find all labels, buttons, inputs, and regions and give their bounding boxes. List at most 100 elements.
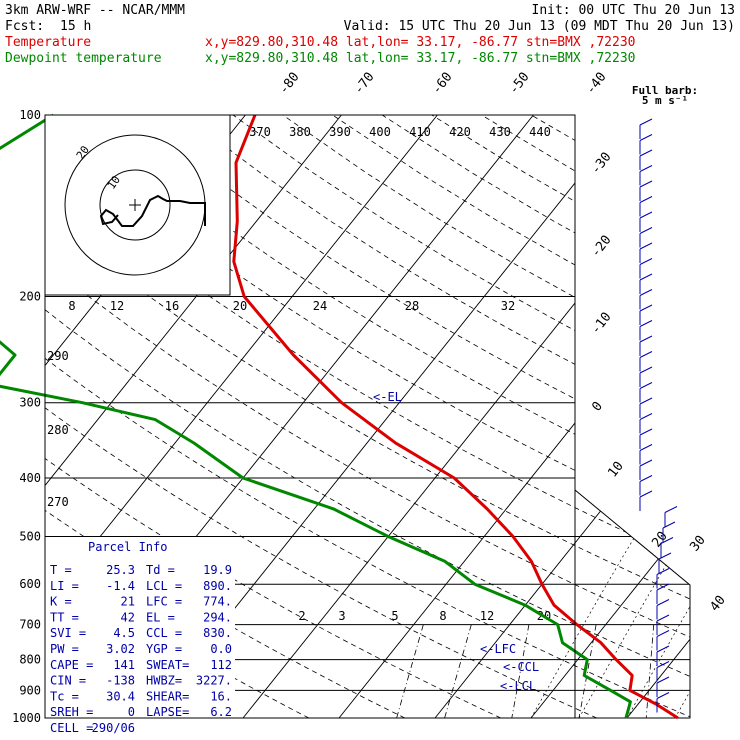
legend-temperature: Temperature xyxy=(5,35,91,50)
pressure-label-900: 900 xyxy=(19,683,41,697)
dewpoint-profile xyxy=(0,113,632,719)
theta-label: 390 xyxy=(329,125,351,139)
parcel-info-value: 4.5 xyxy=(113,626,135,640)
wind-barb-flag xyxy=(639,397,653,405)
hodograph-speed-label: 16 xyxy=(165,299,179,313)
hodograph-speed-label: 28 xyxy=(405,299,419,313)
moist-adiabat xyxy=(578,309,690,718)
wind-barb-flag xyxy=(639,289,653,296)
dry-adiabat xyxy=(183,115,690,718)
mixing-ratio-label: 5 xyxy=(391,609,398,623)
fcst-label: Fcst: xyxy=(5,19,44,34)
hodograph-trace xyxy=(99,194,206,227)
parcel-info-value: -138 xyxy=(106,674,135,688)
dry-adiabat xyxy=(45,115,690,718)
wind-barb-flag xyxy=(639,490,653,498)
wind-barb-flag xyxy=(639,211,653,219)
parcel-info-value: 3227. xyxy=(196,674,232,688)
pressure-label-600: 600 xyxy=(19,577,41,591)
hodograph-ring-label-20: 20 xyxy=(74,143,92,161)
parcel-info-rows: T = 25.3 Td = 19.9 LI = -1.4 LCL = 890. K = 21 LFC… xyxy=(50,563,232,735)
parcel-info-value: 141 xyxy=(113,658,135,672)
wind-barb-flag xyxy=(656,676,670,684)
wind-barb-flag xyxy=(664,506,678,513)
parcel-info-value: 774. xyxy=(203,595,232,609)
wind-barb-flag xyxy=(639,149,653,157)
wind-barb-flag xyxy=(656,661,670,668)
parcel-info-label: CIN = xyxy=(50,674,86,688)
parcel-level-annotation: <-CCL xyxy=(503,660,539,674)
wind-barb-flag xyxy=(639,320,653,327)
wind-barb-flag xyxy=(639,242,653,250)
parcel-info-value: 42 xyxy=(121,610,135,624)
wind-barb-flag xyxy=(639,304,653,312)
wind-barb-flag xyxy=(656,568,670,575)
dry-adiabat xyxy=(45,115,690,718)
hodograph-speed-label: 24 xyxy=(313,299,327,313)
mixing-ratio-label: 8 xyxy=(439,609,446,623)
parcel-info-value: 290/06 xyxy=(92,721,135,735)
theta-label: 430 xyxy=(489,125,511,139)
hodograph-speed-label: 12 xyxy=(110,299,124,313)
wind-barb-flag xyxy=(639,444,653,451)
hodograph-speed-label: 8 xyxy=(68,299,75,313)
parcel-info-label: LAPSE= xyxy=(146,705,189,719)
wind-barb-flag xyxy=(639,227,653,234)
parcel-info-label: SHEAR= xyxy=(146,689,189,703)
mixing-ratio-label: 12 xyxy=(480,609,494,623)
parcel-info-value: 0.0 xyxy=(210,642,232,656)
legend-dewpoint-info: x,y=829.80,310.48 lat,lon= 33.17, -86.77… xyxy=(205,51,635,66)
parcel-info-value: 30.4 xyxy=(106,689,135,703)
wind-barb-flag xyxy=(639,335,653,343)
wind-barb-flag xyxy=(639,459,653,467)
mixing-ratio-line xyxy=(645,624,655,718)
dry-adiabat-label: 280 xyxy=(47,423,69,437)
legend-temperature-info: x,y=829.80,310.48 lat,lon= 33.17, -86.77… xyxy=(205,35,635,50)
parcel-info-label: CCL = xyxy=(146,626,182,640)
wind-barb-flag xyxy=(660,537,674,544)
wind-barb-flag xyxy=(639,165,653,172)
wind-barb-flag xyxy=(639,273,653,281)
wind-barb-flag xyxy=(656,614,670,622)
parcel-info-value: 21 xyxy=(121,595,135,609)
dry-adiabat xyxy=(133,115,690,718)
init-time: Init: 00 UTC Thu 20 Jun 13 xyxy=(532,3,736,18)
fcst-value: 15 h xyxy=(60,19,91,34)
wind-barb-flag xyxy=(662,521,676,529)
parcel-info-label: Tc = xyxy=(50,689,79,703)
parcel-info-label: CAPE = xyxy=(50,658,93,672)
pressure-label-800: 800 xyxy=(19,653,41,667)
parcel-info-label: SWEAT= xyxy=(146,658,189,672)
hodograph-ring-inner xyxy=(99,169,171,241)
legend-dewpoint: Dewpoint temperature xyxy=(5,51,162,66)
wind-barb-flag xyxy=(656,599,670,606)
parcel-info-label: EL = xyxy=(146,610,175,624)
dry-adiabat-label: 290 xyxy=(47,349,69,363)
parcel-info-label: SREH = xyxy=(50,705,93,719)
parcel-info-label: LCL = xyxy=(146,579,182,593)
hodograph-speed-label: 20 xyxy=(233,299,247,313)
profiles: <-EL <-LFC <-CCL <-LCL xyxy=(0,113,679,720)
isotherm xyxy=(45,115,342,718)
isotherm xyxy=(45,115,438,718)
parcel-info-label: TT = xyxy=(50,610,79,624)
mixing-ratio-line xyxy=(578,624,597,718)
wind-barb-flag xyxy=(639,413,653,420)
plot-frame xyxy=(44,114,576,719)
parcel-info-label: Td = xyxy=(146,563,175,577)
parcel-info-value: -1.4 xyxy=(106,579,135,593)
parcel-info-label: SVI = xyxy=(50,626,86,640)
parcel-info-value: 3.02 xyxy=(106,642,135,656)
parcel-info-value: 16. xyxy=(210,689,232,703)
hodograph-ring-label-10: 10 xyxy=(105,173,123,191)
hodograph-speed-label: 32 xyxy=(501,299,515,313)
mixing-ratio-label: 3 xyxy=(338,609,345,623)
parcel-info-panel xyxy=(45,537,235,718)
wind-barb-flag xyxy=(639,351,653,358)
wind-barb-flag xyxy=(639,428,653,436)
wind-barb-flag xyxy=(658,552,672,560)
pressure-label-400: 400 xyxy=(19,471,41,485)
parcel-info-label: HWBZ= xyxy=(146,674,182,688)
theta-label: 440 xyxy=(529,125,551,139)
